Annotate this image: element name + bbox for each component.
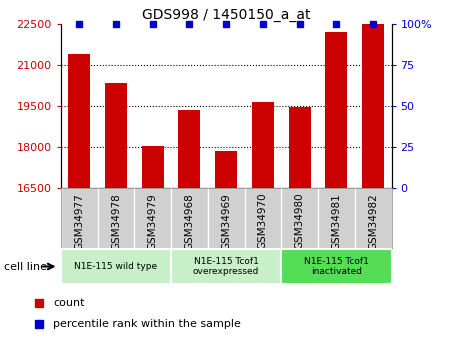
Bar (362, 24, 384, 188)
Bar (252, 102, 274, 188)
Text: GSM34980: GSM34980 (295, 193, 305, 249)
Text: N1E-115 Tcof1
overexpressed: N1E-115 Tcof1 overexpressed (193, 257, 259, 276)
Bar (215, 151, 237, 188)
Text: N1E-115 wild type: N1E-115 wild type (74, 262, 158, 271)
Bar (178, 110, 200, 188)
Text: N1E-115 Tcof1
inactivated: N1E-115 Tcof1 inactivated (304, 257, 369, 276)
Text: GSM34968: GSM34968 (184, 193, 194, 249)
Bar (105, 83, 127, 188)
Bar (281, 249, 392, 284)
Text: cell line: cell line (4, 262, 48, 272)
Bar (288, 107, 310, 188)
Text: GSM34970: GSM34970 (258, 193, 268, 249)
Text: GSM34981: GSM34981 (331, 193, 342, 249)
Text: count: count (53, 298, 85, 308)
Text: percentile rank within the sample: percentile rank within the sample (53, 319, 241, 329)
Bar (171, 249, 281, 284)
Text: GSM34978: GSM34978 (111, 193, 121, 249)
Text: GSM34982: GSM34982 (368, 193, 378, 249)
Bar (68, 54, 90, 188)
Text: GSM34969: GSM34969 (221, 193, 231, 249)
Title: GDS998 / 1450150_a_at: GDS998 / 1450150_a_at (142, 8, 310, 22)
Bar (325, 32, 347, 188)
Bar (61, 249, 171, 284)
Text: GSM34977: GSM34977 (74, 193, 84, 249)
Bar (142, 146, 164, 188)
Text: GSM34979: GSM34979 (148, 193, 157, 249)
